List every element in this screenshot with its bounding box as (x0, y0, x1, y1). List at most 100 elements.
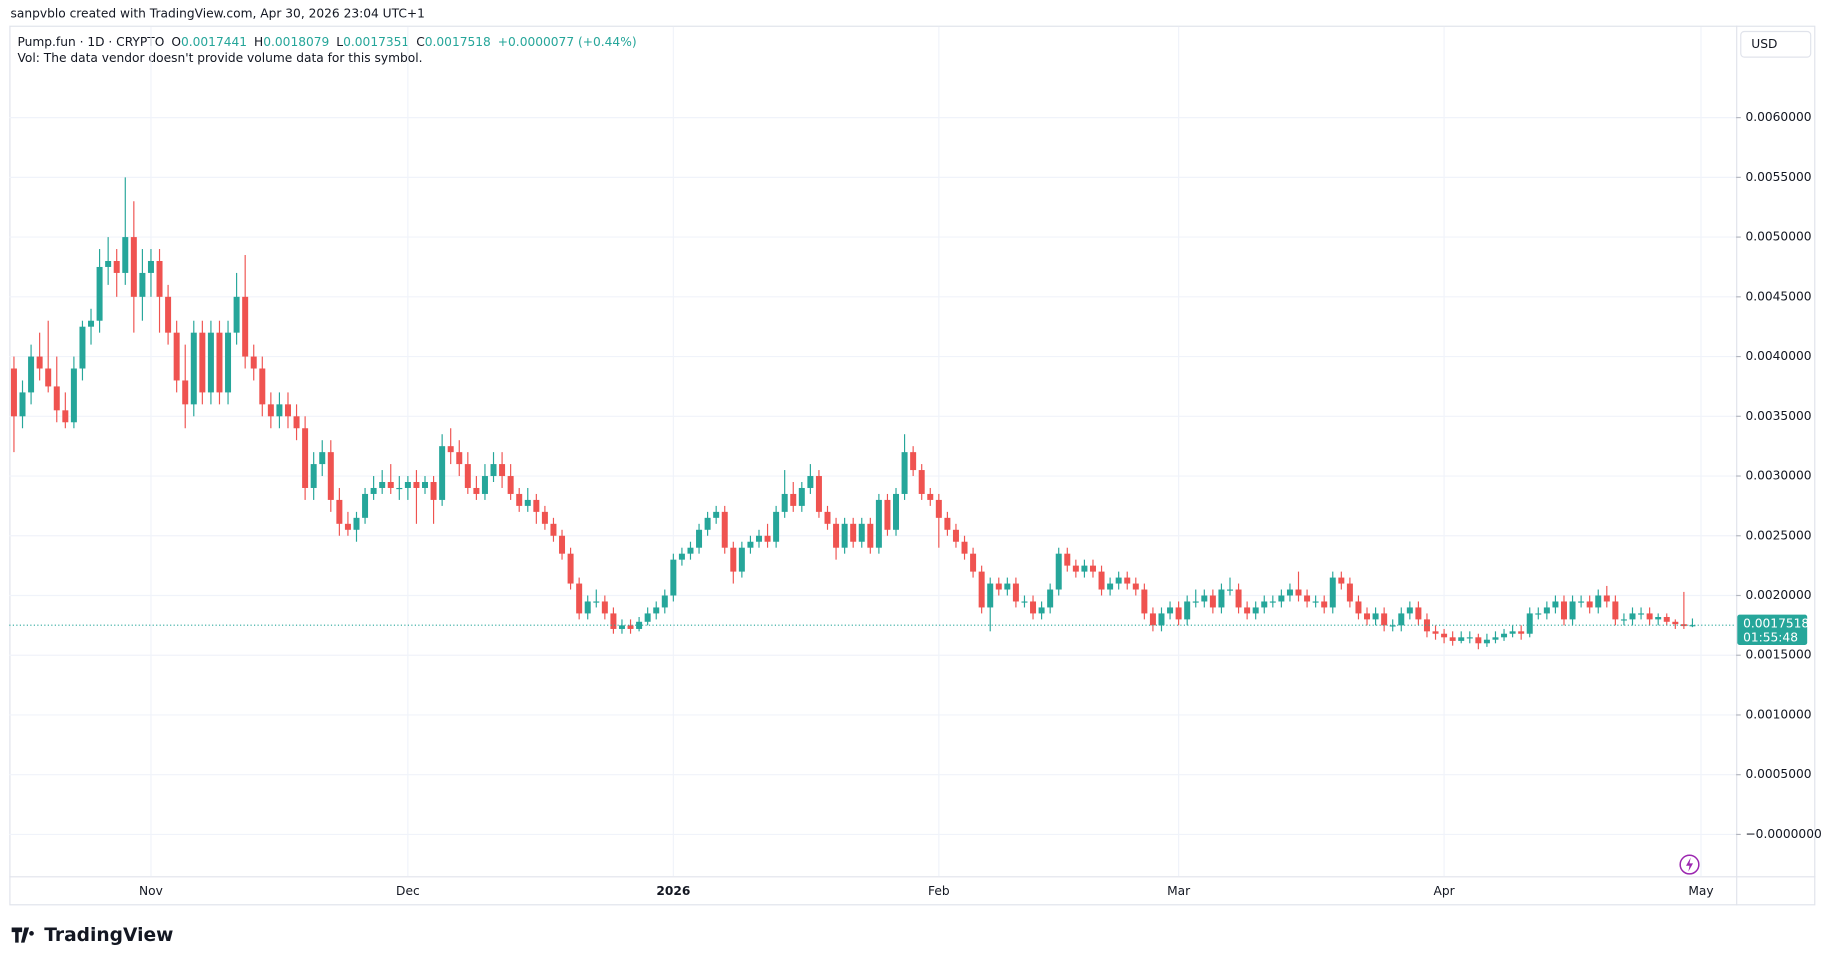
last-price-label: 0.0017518 (1743, 616, 1809, 630)
candle-body (1312, 601, 1319, 603)
candle-body (1244, 607, 1251, 614)
x-tick-label: 2026 (656, 884, 690, 898)
candle-body (1201, 595, 1208, 602)
candle-body (1038, 607, 1045, 614)
y-tick-label: 0.0025000 (1745, 528, 1811, 542)
candle-body (533, 499, 540, 512)
candle-body (1603, 595, 1610, 602)
candle-body (524, 499, 531, 506)
candle-body (601, 601, 608, 614)
candle-body (1081, 565, 1088, 572)
candle-body (593, 601, 600, 603)
candle-body (1012, 583, 1019, 602)
candle-body (319, 452, 326, 465)
candle-body (721, 511, 728, 548)
y-tick-label: 0.0005000 (1745, 767, 1811, 781)
candle-body (661, 595, 668, 608)
y-tick-label: 0.0010000 (1745, 707, 1811, 721)
candle-body (1398, 613, 1405, 626)
x-tick-label: Dec (396, 884, 420, 898)
candle-body (713, 511, 720, 518)
candle-body (362, 493, 369, 518)
candle-body (88, 320, 95, 327)
candle-body (199, 332, 206, 393)
candle-body (1047, 589, 1054, 608)
candle-body (1329, 577, 1336, 608)
candle-body (1612, 601, 1619, 620)
candle-body (1620, 619, 1627, 621)
candle-body (1466, 637, 1473, 639)
candle-body (1432, 631, 1439, 634)
candle-body (1304, 595, 1311, 602)
candle-body (507, 476, 514, 494)
candle-body (944, 517, 951, 530)
candle-body (893, 493, 900, 530)
candle-body (764, 535, 771, 542)
candle-body (1552, 601, 1559, 608)
candle-body (250, 356, 257, 369)
candle-body (105, 260, 112, 267)
candle-body (1261, 601, 1268, 608)
candle-body (430, 482, 437, 500)
candle-body (1338, 577, 1345, 584)
candle-body (1184, 601, 1191, 620)
candle-body (1346, 583, 1353, 602)
candle-body (807, 476, 814, 488)
candle-body (927, 493, 934, 500)
y-tick-label: 0.0050000 (1745, 230, 1811, 244)
candle-body (841, 523, 848, 548)
candle-body (1501, 633, 1508, 638)
legend-value: 0.0017441 (181, 34, 247, 48)
y-tick-label: 0.0020000 (1745, 588, 1811, 602)
x-tick-label: May (1688, 884, 1713, 898)
candle-body (644, 613, 651, 622)
currency[interactable]: USD (1751, 37, 1777, 51)
candle-body (747, 541, 754, 548)
candle-body (1030, 601, 1037, 614)
legend-value: 0.0018079 (263, 34, 329, 48)
candle-body (1107, 583, 1114, 590)
candle-body (28, 356, 35, 393)
candle-body (541, 511, 548, 524)
candle-body (36, 356, 43, 369)
y-tick-label: 0.0035000 (1745, 409, 1811, 423)
logo: TradingView (11, 925, 173, 946)
candle-body (1089, 565, 1096, 572)
candle-body (1269, 601, 1276, 603)
candle-body (824, 511, 831, 524)
lightning-icon[interactable] (1679, 854, 1700, 875)
candle-body (70, 368, 77, 423)
candle-body (1449, 637, 1456, 641)
candle-body (961, 541, 968, 554)
candle-body (53, 386, 60, 411)
volume-note: Vol: The data vendor doesn't provide vol… (17, 51, 422, 65)
candle-body (559, 535, 566, 554)
candle-body (130, 237, 137, 297)
candle-body (781, 493, 788, 512)
candle-body (1543, 607, 1550, 614)
last-price-tag (1737, 614, 1808, 645)
candle-body (798, 487, 805, 506)
lightning-bolt (1686, 857, 1694, 872)
grid (9, 26, 1737, 877)
candle-body (1689, 625, 1696, 627)
candle-body (1364, 613, 1371, 620)
candle-body (1483, 639, 1490, 644)
candle-body (147, 260, 154, 273)
candle-body (918, 470, 925, 494)
legend: Pump.fun · 1D · CRYPTO O0.0017441 H0.00180… (17, 34, 636, 48)
currency-button[interactable] (1740, 30, 1812, 58)
candle-body (1295, 589, 1302, 596)
candle-body (1663, 617, 1670, 622)
candle-body (550, 523, 557, 536)
candle-body (618, 625, 625, 629)
candle-body (1149, 613, 1156, 626)
candle-body (567, 553, 574, 584)
candle-body (379, 482, 386, 488)
candle-body (370, 487, 377, 494)
x-tick-label: Apr (1434, 884, 1456, 898)
logo-mark (11, 927, 34, 943)
candle-body (396, 487, 403, 490)
candle-body (850, 523, 857, 542)
candle-body (1064, 553, 1071, 566)
